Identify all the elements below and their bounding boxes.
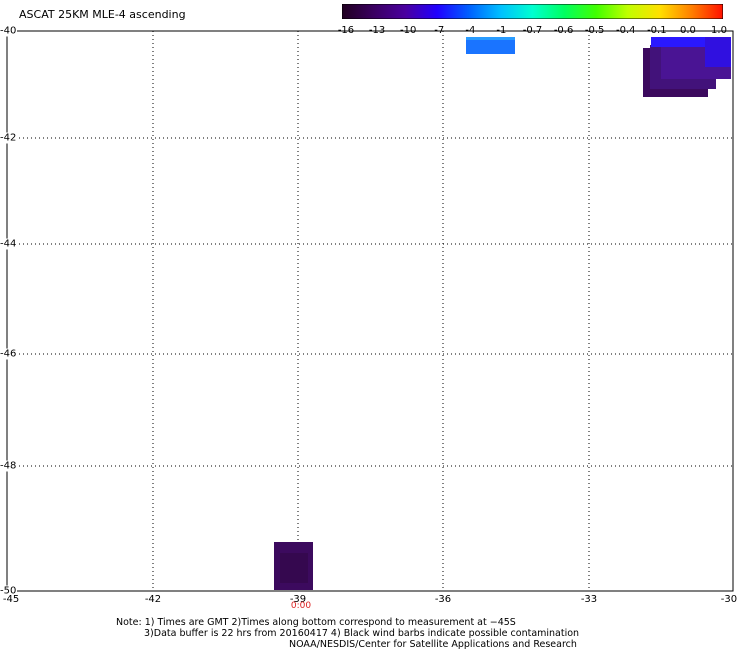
note-line-1: Note: 1) Times are GMT 2)Times along bot… (116, 617, 516, 628)
longitude-label: -30 (720, 594, 738, 605)
swath-top-center-edge (466, 37, 515, 40)
longitude-label: -36 (434, 594, 452, 605)
swath-top-right-blue-col (705, 37, 731, 67)
longitude-label: -39 (289, 594, 307, 605)
latitude-label: -40 (0, 25, 18, 37)
colorbar-gradient (342, 4, 723, 19)
swath-top-right-strip (651, 37, 731, 47)
latitude-label: -48 (0, 460, 18, 472)
swath-top-center (466, 37, 515, 54)
longitude-label: -42 (144, 594, 162, 605)
latitude-label: -44 (0, 238, 18, 250)
graticule (7, 31, 733, 591)
data-swaths (274, 37, 731, 590)
map-title: ASCAT 25KM MLE-4 ascending (19, 8, 186, 21)
latitude-label: -42 (0, 132, 18, 144)
colorbar (342, 4, 723, 19)
colorbar-fill (342, 4, 723, 19)
swath-bottom-inner (280, 553, 308, 583)
note-line-3: NOAA/NESDIS/Center for Satellite Applica… (289, 639, 577, 650)
note-line-2: 3)Data buffer is 22 hrs from 20160417 4)… (144, 628, 580, 639)
latitude-label: -50 (0, 585, 18, 597)
time-label: 0:00 (290, 601, 312, 611)
longitude-label: -45 (2, 594, 20, 605)
plot-frame (6, 30, 734, 592)
latitude-label: -46 (0, 348, 18, 360)
longitude-label: -33 (580, 594, 598, 605)
